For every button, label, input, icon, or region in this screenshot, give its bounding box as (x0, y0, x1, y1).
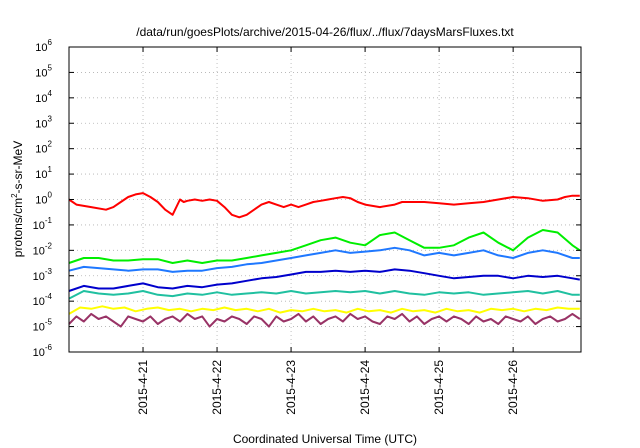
y-tick-exponent: 6 (48, 38, 53, 47)
x-tick-label: 2015-4-21 (136, 360, 150, 415)
y-axis-ticks: 10-610-510-410-310-210-11001011021031041… (33, 38, 581, 359)
y-axis-label-sup: 2 (10, 193, 19, 198)
x-axis-label: Coordinated Universal Time (UTC) (233, 432, 417, 446)
y-tick-label: 100 (35, 191, 52, 207)
y-tick-exponent: 4 (48, 89, 53, 98)
grid (69, 47, 581, 352)
y-tick-base: 10 (33, 245, 45, 257)
y-tick-exponent: 2 (48, 140, 53, 149)
y-axis-label-base: protons/cm (11, 198, 25, 257)
y-tick-exponent: -1 (45, 216, 53, 225)
y-tick-label: 10-5 (33, 318, 53, 334)
x-tick-label: 2015-4-26 (506, 360, 520, 415)
chart-title: /data/run/goesPlots/archive/2015-04-26/f… (136, 25, 514, 39)
y-tick-base: 10 (33, 220, 45, 232)
y-tick-exponent: -2 (45, 241, 53, 250)
y-tick-exponent: 3 (48, 114, 53, 123)
y-tick-exponent: 1 (48, 165, 53, 174)
series-line (68, 192, 580, 219)
y-axis-label-rest: -s-sr-MeV (11, 141, 25, 194)
series-line (68, 246, 580, 273)
x-tick-label: 2015-4-22 (210, 360, 224, 415)
series-line (68, 290, 580, 300)
y-tick-base: 10 (35, 42, 47, 54)
y-tick-label: 103 (35, 114, 52, 130)
x-tick-label: 2015-4-24 (358, 360, 372, 415)
series-line (68, 229, 581, 264)
x-tick-label: 2015-4-25 (432, 360, 446, 415)
y-tick-label: 10-1 (33, 216, 53, 232)
y-tick-label: 105 (35, 63, 52, 79)
x-axis-ticks: 2015-4-21 2015-4-22 2015-4-23 2015-4-24 2015… (136, 47, 520, 415)
y-tick-base: 10 (33, 347, 45, 359)
y-tick-base: 10 (33, 296, 45, 308)
series-line (68, 312, 581, 328)
y-axis-label: protons/cm2-s-sr-MeV (10, 141, 25, 257)
y-tick-label: 10-3 (33, 267, 53, 283)
x-tick-label: 2015-4-23 (284, 360, 298, 415)
y-tick-label: 10-2 (33, 241, 53, 257)
y-tick-base: 10 (35, 67, 47, 79)
y-tick-label: 10-6 (33, 343, 53, 359)
y-tick-exponent: 0 (48, 191, 53, 200)
series-line (68, 305, 580, 315)
y-tick-base: 10 (35, 169, 47, 181)
y-tick-exponent: -3 (45, 267, 53, 276)
y-tick-base: 10 (33, 271, 45, 283)
y-tick-base: 10 (35, 118, 47, 130)
y-tick-exponent: 5 (48, 63, 53, 72)
y-tick-label: 104 (35, 89, 52, 105)
y-tick-label: 101 (35, 165, 52, 181)
y-tick-base: 10 (35, 93, 47, 105)
y-tick-label: 102 (35, 140, 52, 156)
y-tick-exponent: -6 (45, 343, 53, 352)
y-tick-base: 10 (33, 322, 45, 334)
y-tick-label: 10-4 (33, 292, 53, 308)
y-tick-base: 10 (35, 195, 47, 207)
y-tick-label: 106 (35, 38, 52, 54)
series-line (68, 268, 580, 292)
series-lines (68, 192, 581, 328)
y-tick-exponent: -4 (45, 292, 53, 301)
y-tick-base: 10 (35, 144, 47, 156)
y-tick-exponent: -5 (45, 318, 53, 327)
